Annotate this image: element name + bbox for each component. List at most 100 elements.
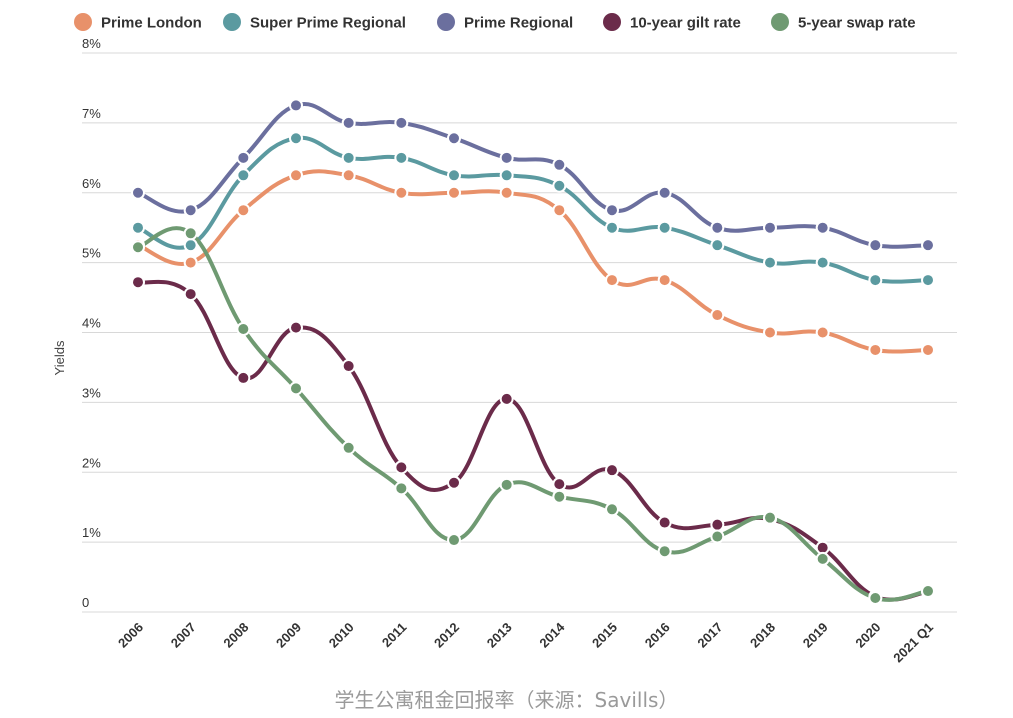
point-super-prime-regional-2008 [236,168,251,183]
x-tick-label: 2016 [642,620,673,651]
point-super-prime-regional-2017 [710,238,725,253]
point-prime-london-2011 [394,185,409,200]
x-tick-label: 2014 [536,619,568,651]
point-prime-london-2019 [815,325,830,340]
point-prime-regional-2015 [605,203,619,218]
point-prime-regional-2021-q1 [921,238,935,253]
x-axis: 2006 2007 2008 2009 2010 2011 2012 2013 2014 2015… [115,619,936,665]
point-prime-london-2007 [183,255,198,270]
chart-caption: 学生公寓租金回报率（来源：Savills） [334,688,679,712]
point-10-year-gilt-rate-2014 [552,477,567,492]
point-super-prime-regional-2014 [552,178,567,193]
point-super-prime-regional-2009 [289,131,303,146]
series-line-10-year-gilt-rate [136,279,930,602]
point-10-year-gilt-rate-2016 [657,515,672,530]
point-5-year-swap-rate-2011 [394,481,409,496]
point-10-year-gilt-rate-2013 [499,391,514,406]
y-tick-label: 0 [82,595,89,610]
point-prime-london-2009 [289,168,303,183]
point-10-year-gilt-rate-2008 [236,370,251,385]
x-tick-label: 2017 [694,620,725,651]
point-prime-regional-2018 [763,220,777,235]
x-tick-label: 2010 [326,620,357,651]
point-prime-london-2008 [236,203,251,218]
point-5-year-swap-rate-2018 [763,510,777,525]
y-tick-label: 5% [82,246,101,261]
point-10-year-gilt-rate-2010 [341,359,356,374]
point-10-year-gilt-rate-2011 [394,460,409,475]
y-tick-label: 4% [82,316,101,331]
point-5-year-swap-rate-2016 [657,544,672,559]
point-super-prime-regional-2020 [868,273,883,288]
point-prime-regional-2009 [289,98,303,113]
point-prime-london-2021-q1 [921,342,935,357]
point-10-year-gilt-rate-2015 [605,463,619,478]
legend-label-prime-london: Prime London [101,15,202,32]
y-tick-label: 6% [82,176,101,191]
point-5-year-swap-rate-2010 [341,440,356,455]
y-tick-label: 1% [82,525,101,540]
y-tick-label: 8% [82,36,101,51]
point-5-year-swap-rate-2014 [552,489,567,504]
point-10-year-gilt-rate-2006 [131,275,145,290]
x-tick-label: 2006 [115,620,146,651]
x-tick-label: 2015 [589,620,620,651]
legend-marker-5-year-swap-rate [771,13,789,31]
point-super-prime-regional-2011 [394,150,409,165]
legend-label-10-year-gilt-rate: 10-year gilt rate [630,15,741,32]
point-prime-regional-2016 [657,185,672,200]
x-tick-label: 2020 [852,620,883,651]
point-prime-regional-2013 [499,150,514,165]
x-tick-label: 2008 [220,620,251,651]
point-super-prime-regional-2016 [657,220,672,235]
y-tick-label: 2% [82,455,101,470]
point-prime-london-2013 [499,185,514,200]
point-prime-regional-2008 [236,150,251,165]
legend-label-5-year-swap-rate: 5-year swap rate [798,15,916,32]
legend-marker-prime-london [74,13,92,31]
point-5-year-swap-rate-2020 [868,591,883,606]
point-5-year-swap-rate-2008 [236,322,251,337]
point-super-prime-regional-2015 [605,220,619,235]
point-5-year-swap-rate-2013 [499,477,514,492]
point-10-year-gilt-rate-2007 [183,287,198,302]
series-line-prime-london [136,169,930,354]
point-prime-london-2010 [341,168,356,183]
point-5-year-swap-rate-2021-q1 [921,584,935,599]
point-super-prime-regional-2012 [447,168,461,183]
point-10-year-gilt-rate-2017 [710,517,725,532]
point-prime-regional-2017 [710,220,725,235]
point-prime-london-2016 [657,273,672,288]
x-tick-label: 2013 [484,620,515,651]
y-axis-label: Yields [52,340,67,375]
point-super-prime-regional-2006 [131,220,145,235]
point-5-year-swap-rate-2007 [183,226,198,241]
point-prime-regional-2014 [552,157,567,172]
point-5-year-swap-rate-2009 [289,381,303,396]
point-super-prime-regional-2021-q1 [921,273,935,288]
point-5-year-swap-rate-2017 [710,529,725,544]
series-line-5-year-swap-rate [136,226,930,602]
y-tick-label: 3% [82,385,101,400]
point-prime-regional-2012 [447,131,461,146]
point-super-prime-regional-2010 [341,150,356,165]
series-line-super-prime-regional [136,135,930,284]
point-prime-london-2018 [763,325,777,340]
point-prime-regional-2006 [131,185,145,200]
x-tick-label: 2007 [168,620,199,651]
legend-marker-prime-regional [437,13,455,31]
x-tick-label: 2018 [747,620,778,651]
point-super-prime-regional-2007 [183,238,198,253]
series-points [131,98,935,606]
point-5-year-swap-rate-2019 [815,551,830,566]
legend-marker-10-year-gilt-rate [603,13,621,31]
point-prime-regional-2007 [183,203,198,218]
y-axis: 0 1% 2% 3% 4% 5% 6% 7% 8% [82,36,101,610]
point-prime-london-2012 [447,185,461,200]
point-super-prime-regional-2019 [815,255,830,270]
x-tick-label: 2009 [273,620,304,651]
point-prime-regional-2010 [341,115,356,130]
legend-label-super-prime-regional: Super Prime Regional [250,15,406,32]
x-tick-label: 2021 Q1 [890,620,936,666]
